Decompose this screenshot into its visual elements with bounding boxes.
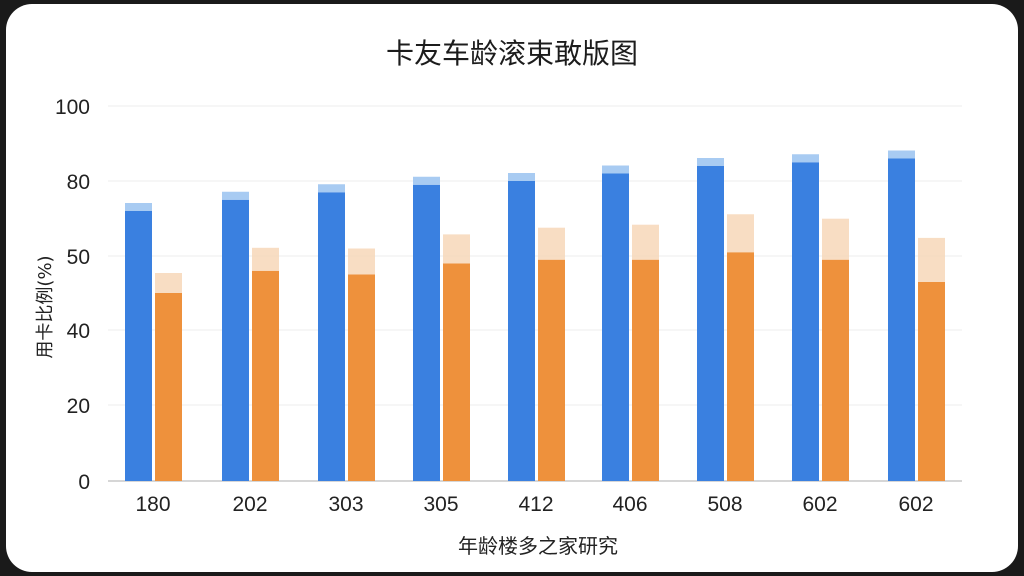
x-tick-label: 508 (707, 493, 742, 516)
bar-series-1-cap (697, 158, 724, 166)
bar-series-2 (348, 274, 375, 481)
bar-series-1 (413, 184, 440, 481)
bar-series-2 (918, 281, 945, 481)
bar-series-2-cap (155, 273, 182, 293)
x-axis-label: 年龄楼多之家研究 (458, 534, 618, 558)
bar-series-1 (602, 173, 629, 481)
bar-series-1-cap (413, 176, 440, 185)
bar-series-1 (318, 192, 345, 481)
bar-series-1 (888, 158, 915, 481)
x-tick-label: 602 (802, 493, 837, 516)
y-tick-label: 80 (67, 171, 90, 194)
x-tick-label: 305 (423, 493, 458, 516)
bar-series-1 (125, 211, 152, 481)
x-tick-label: 406 (612, 493, 647, 516)
y-tick-label: 50 (67, 246, 90, 269)
bar-series-2 (443, 263, 470, 481)
bar-series-2-cap (443, 234, 470, 264)
bar-series-2-cap (348, 248, 375, 275)
bar-series-2 (632, 259, 659, 481)
y-tick-label: 40 (67, 320, 90, 343)
bar-series-1 (792, 162, 819, 481)
bar-series-2-cap (252, 247, 279, 271)
bar-series-1-cap (792, 154, 819, 163)
x-tick-label: 303 (328, 493, 363, 516)
bar-series-2 (727, 252, 754, 481)
x-tick-label: 602 (898, 493, 933, 516)
y-tick-label: 0 (78, 471, 90, 494)
x-tick-label: 202 (232, 493, 267, 516)
bar-series-2 (252, 270, 279, 481)
bar-series-2-cap (918, 237, 945, 282)
bar-series-1-cap (888, 150, 915, 159)
chart-title: 卡友车龄滚束敢版图 (385, 37, 638, 70)
bar-series-1-cap (222, 191, 249, 200)
y-tick-label: 20 (67, 395, 90, 418)
bar-series-1-cap (602, 165, 629, 174)
bar-series-2-cap (822, 218, 849, 260)
bar-series-2-cap (538, 227, 565, 260)
bar-series-1 (508, 181, 535, 481)
bar-series-1 (697, 166, 724, 481)
x-tick-label: 180 (135, 493, 170, 516)
y-tick-label: 100 (55, 96, 90, 119)
bar-series-1-cap (125, 203, 152, 211)
x-tick-label: 412 (518, 493, 553, 516)
bar-series-2 (538, 259, 565, 481)
bar-series-2 (822, 259, 849, 481)
bar-series-2-cap (727, 214, 754, 253)
bar-series-1-cap (318, 184, 345, 193)
bar-series-1 (222, 199, 249, 481)
bar-series-2-cap (632, 224, 659, 260)
bar-series-2 (155, 293, 182, 481)
bar-series-1-cap (508, 173, 535, 181)
